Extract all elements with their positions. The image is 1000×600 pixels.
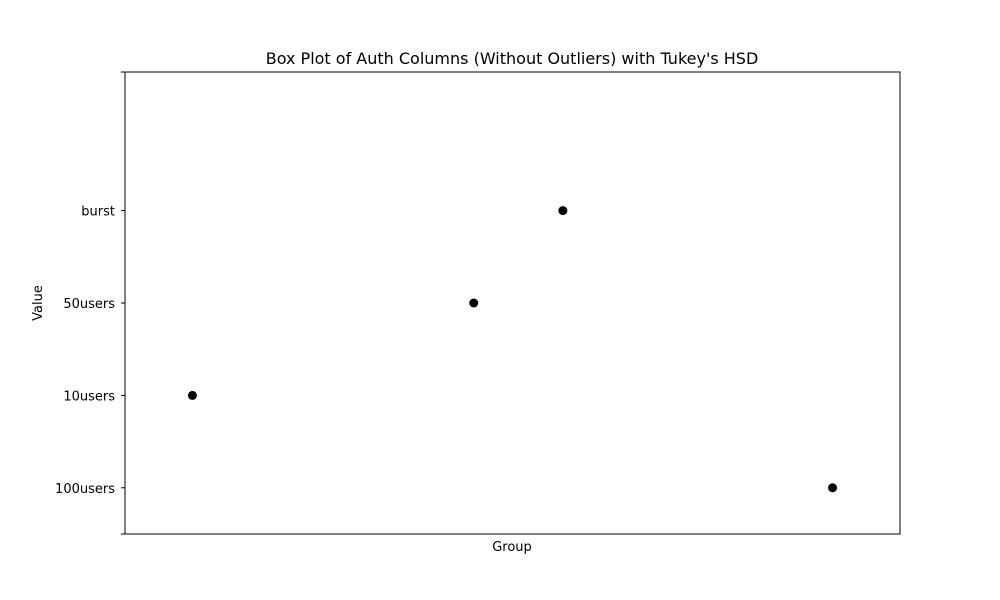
data-point — [558, 206, 568, 216]
x-axis-label: Group — [492, 540, 532, 555]
y-tick-label: 50users — [63, 297, 115, 312]
data-point — [187, 390, 197, 400]
y-tick-label: 10users — [63, 389, 115, 404]
y-tick-label: 100users — [55, 482, 115, 497]
data-points — [187, 206, 838, 493]
y-tick-label: burst — [81, 205, 115, 220]
y-axis-label: Value — [31, 285, 46, 321]
y-axis-ticks: 100users 10users 50users burst — [55, 71, 125, 535]
data-point — [469, 298, 479, 308]
data-point — [828, 483, 838, 493]
chart-title: Box Plot of Auth Columns (Without Outlie… — [266, 49, 759, 68]
